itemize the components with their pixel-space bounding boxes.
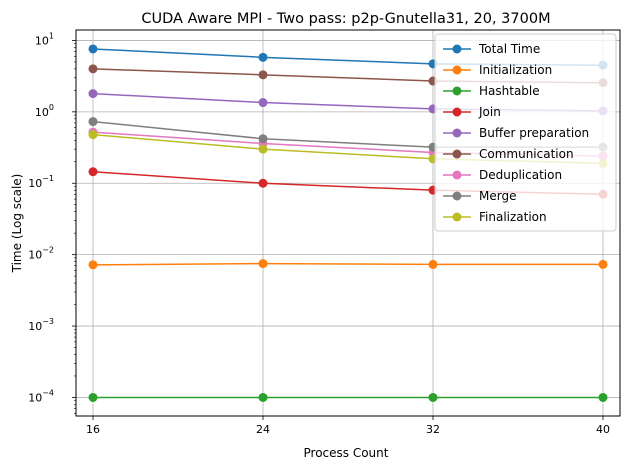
y-tick-exponent: −4 xyxy=(42,388,54,397)
y-tick-base: 10 xyxy=(28,249,42,262)
data-point xyxy=(88,64,98,74)
legend-label: Buffer preparation xyxy=(479,126,589,140)
data-point xyxy=(88,167,98,177)
legend-label: Join xyxy=(478,105,501,119)
data-point xyxy=(88,89,98,99)
data-point xyxy=(88,392,98,402)
y-tick-base: 10 xyxy=(28,320,42,333)
y-tick-base: 10 xyxy=(28,391,42,404)
legend-marker xyxy=(452,128,462,138)
data-point xyxy=(88,260,98,270)
series-hashtable xyxy=(88,392,608,402)
legend-item: Hashtable xyxy=(443,84,540,98)
series-line xyxy=(92,262,603,266)
data-point xyxy=(88,117,98,127)
data-point xyxy=(428,259,438,269)
y-tick-label: 100 xyxy=(35,103,54,119)
legend-marker xyxy=(452,149,462,159)
x-tick-label: 16 xyxy=(86,423,100,436)
data-point xyxy=(88,44,98,54)
x-tick-label: 24 xyxy=(256,423,270,436)
y-tick-label: 10−2 xyxy=(28,246,54,262)
legend-label: Communication xyxy=(479,147,574,161)
data-point xyxy=(258,98,268,108)
legend-item: Initialization xyxy=(443,63,552,77)
legend-item: Buffer preparation xyxy=(443,126,589,140)
data-point xyxy=(428,392,438,402)
y-tick-base: 10 xyxy=(28,177,42,190)
data-point xyxy=(258,134,268,144)
legend-label: Initialization xyxy=(479,63,552,77)
legend-item: Merge xyxy=(443,189,516,203)
legend-marker xyxy=(452,65,462,75)
x-tick-label: 32 xyxy=(426,423,440,436)
data-point xyxy=(258,70,268,80)
legend-marker xyxy=(452,86,462,96)
x-axis-label: Process Count xyxy=(304,446,389,460)
legend-item: Total Time xyxy=(443,42,540,56)
legend-item: Deduplication xyxy=(443,168,562,182)
legend-item: Communication xyxy=(443,147,574,161)
y-tick-exponent: 0 xyxy=(49,103,54,112)
y-tick-exponent: −3 xyxy=(42,317,54,326)
data-point xyxy=(88,130,98,140)
legend-marker xyxy=(452,170,462,180)
y-tick-exponent: −1 xyxy=(42,174,54,183)
legend-box xyxy=(434,33,617,232)
legend-marker xyxy=(452,107,462,117)
data-point xyxy=(258,178,268,188)
y-tick-exponent: 1 xyxy=(49,31,54,40)
series-initialization xyxy=(88,259,608,270)
legend: Total Time Initialization Hashtable Join Buf… xyxy=(434,33,617,232)
legend-label: Total Time xyxy=(478,42,540,56)
y-tick-base: 10 xyxy=(35,34,49,47)
data-point xyxy=(258,392,268,402)
y-tick-label: 10−3 xyxy=(28,317,54,333)
data-point xyxy=(598,392,608,402)
y-tick-label: 10−1 xyxy=(28,174,54,190)
legend-item: Finalization xyxy=(443,210,547,224)
y-tick-exponent: −2 xyxy=(42,246,54,255)
y-tick-label: 101 xyxy=(35,31,54,47)
legend-item: Join xyxy=(443,105,501,119)
legend-marker xyxy=(452,44,462,54)
data-point xyxy=(258,144,268,154)
legend-label: Merge xyxy=(479,189,516,203)
x-tick-label: 40 xyxy=(596,423,610,436)
data-point xyxy=(258,52,268,62)
legend-marker xyxy=(452,212,462,222)
y-tick-base: 10 xyxy=(35,106,49,119)
legend-marker xyxy=(452,191,462,201)
legend-label: Deduplication xyxy=(479,168,562,182)
y-axis-label: Time (Log scale) xyxy=(10,174,24,274)
y-tick-label: 10−4 xyxy=(28,388,54,404)
chart-title: CUDA Aware MPI - Two pass: p2p-Gnutella3… xyxy=(141,11,550,27)
data-point xyxy=(258,259,268,269)
plot-frame xyxy=(75,29,621,417)
data-point xyxy=(598,259,608,269)
legend-label: Finalization xyxy=(479,210,547,224)
legend-label: Hashtable xyxy=(479,84,540,98)
